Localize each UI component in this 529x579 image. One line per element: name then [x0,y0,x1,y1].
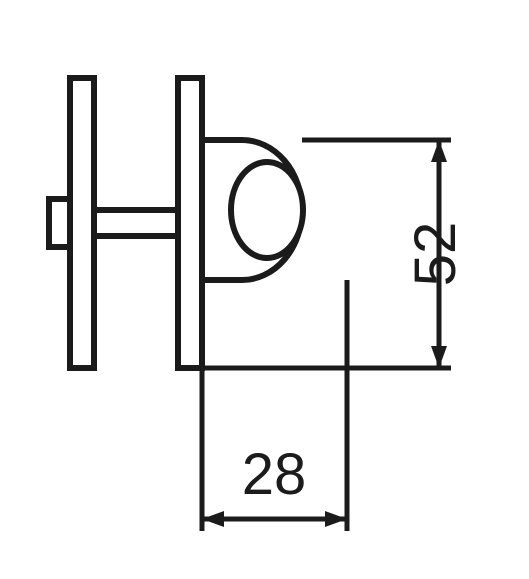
dim-horizontal-label: 28 [242,442,307,507]
dim-vertical-label: 52 [403,222,468,287]
